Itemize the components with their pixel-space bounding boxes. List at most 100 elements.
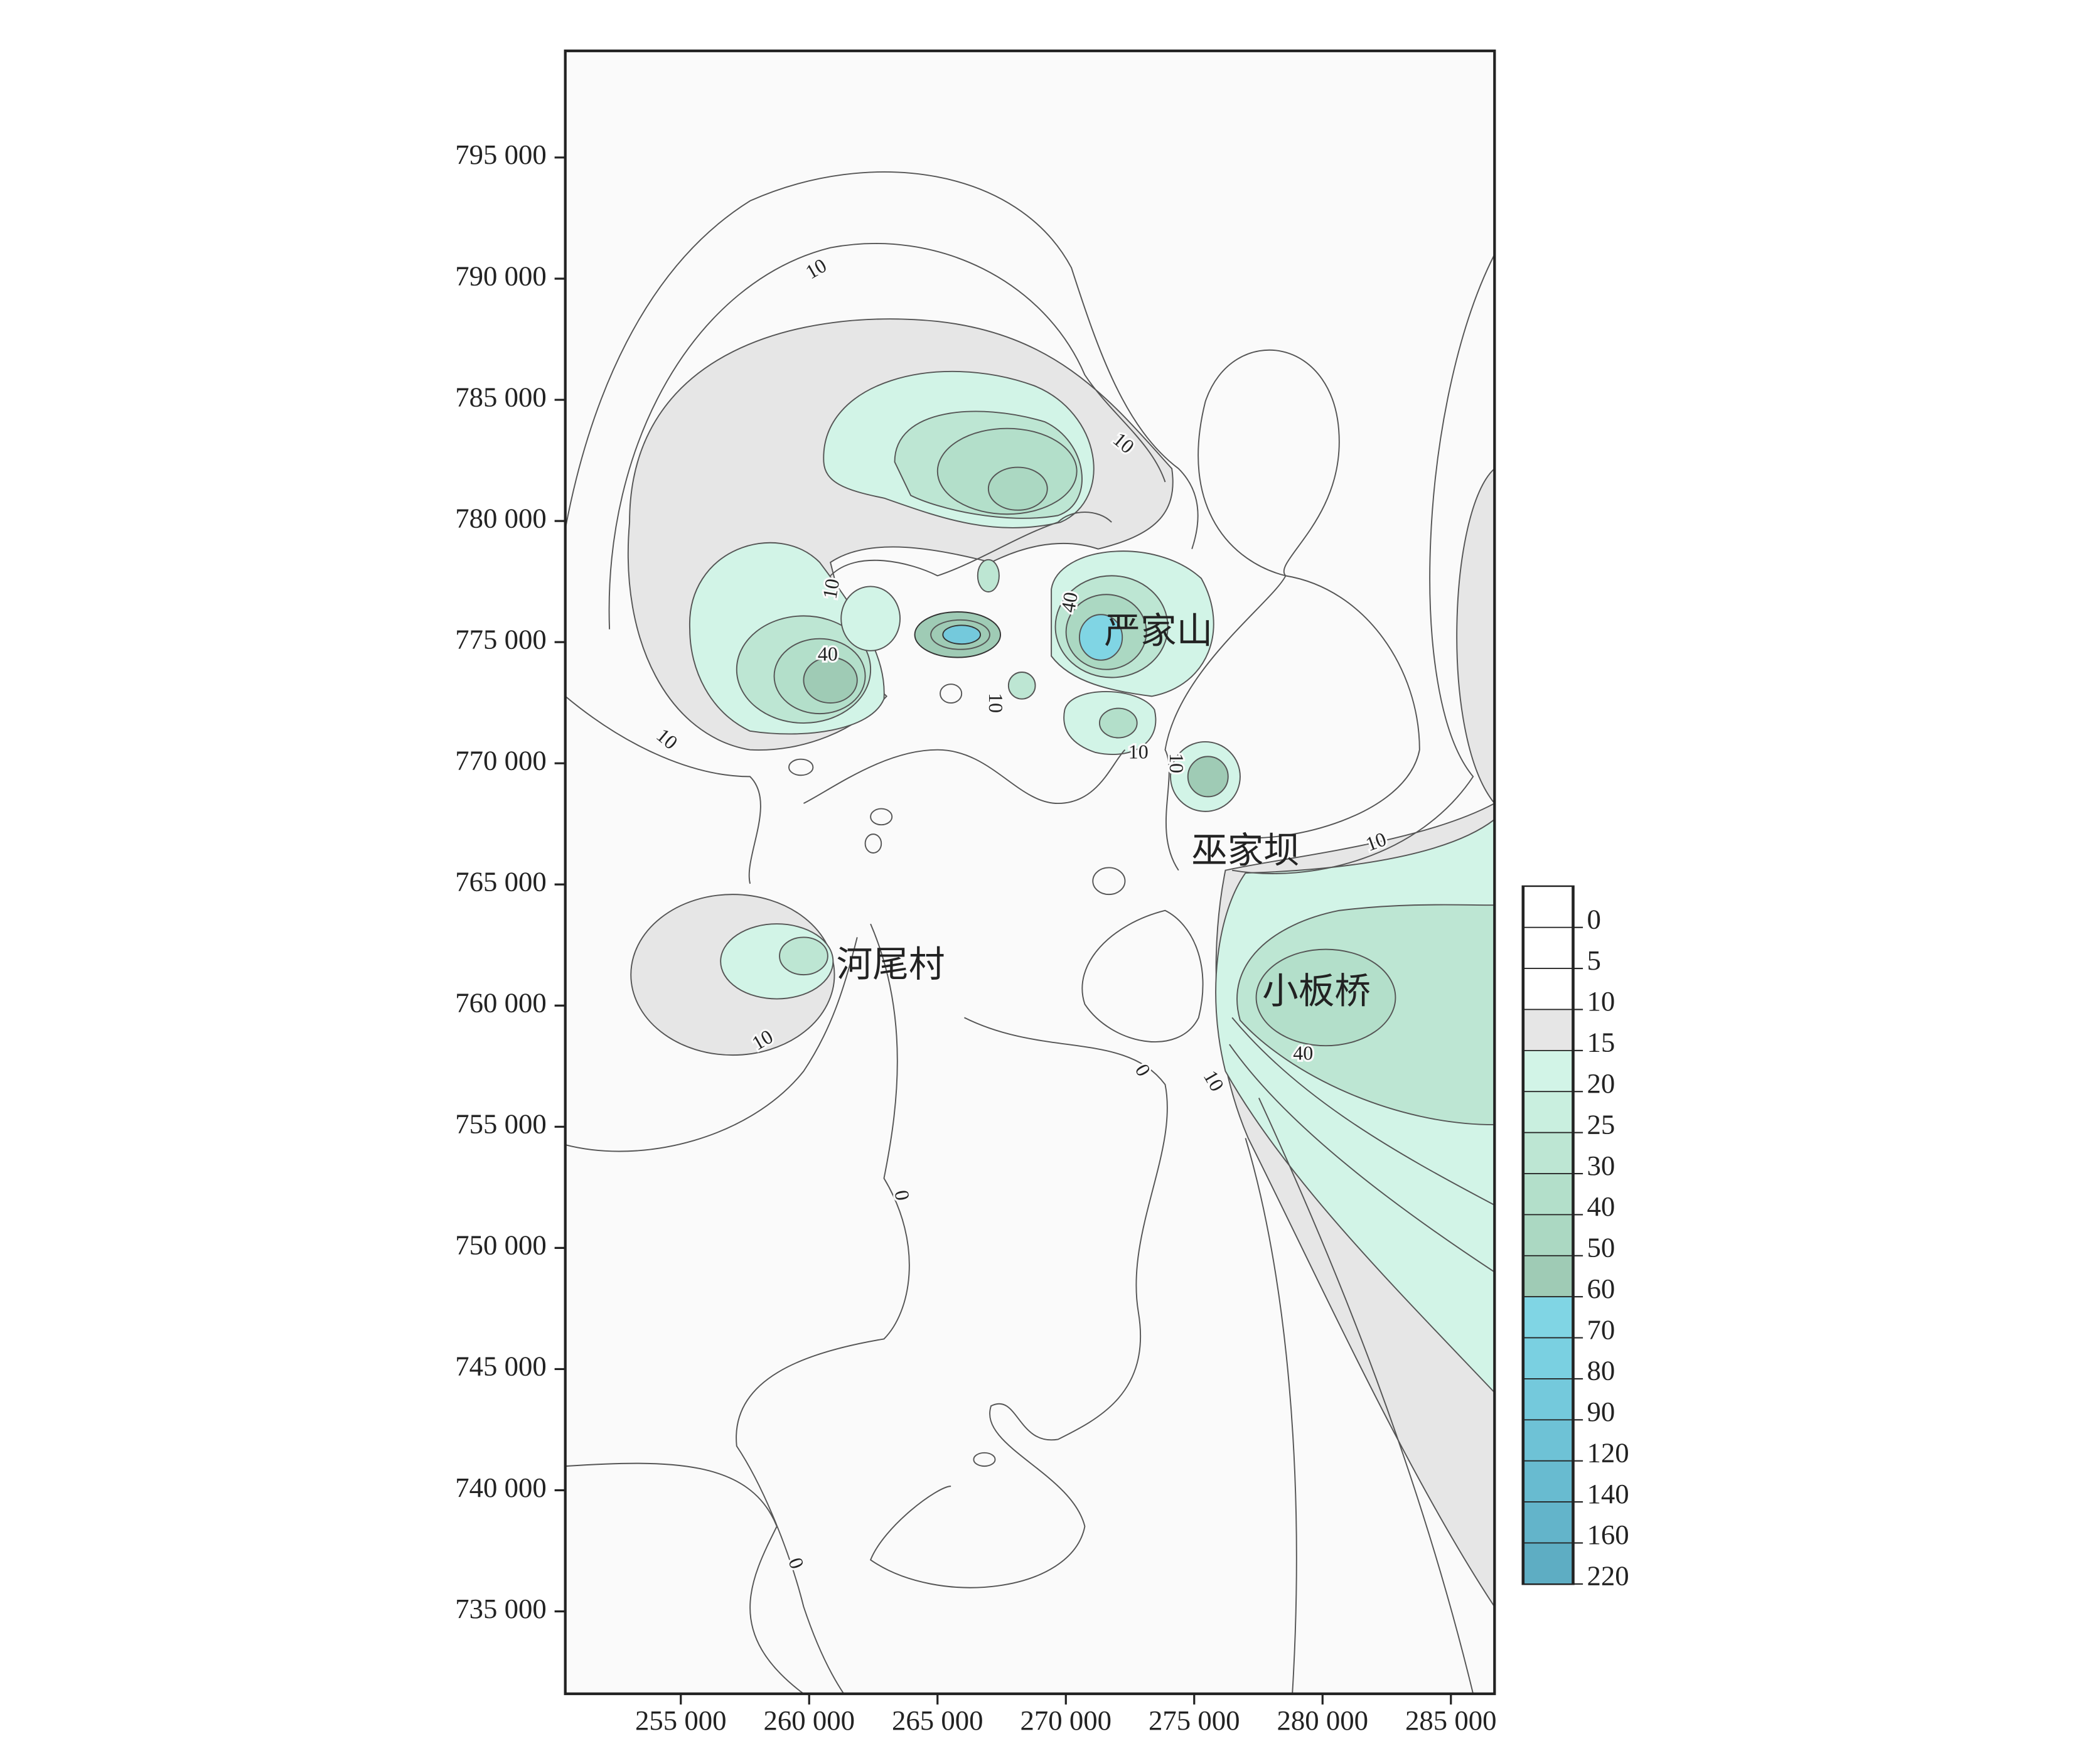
legend-label: 10	[1587, 985, 1615, 1017]
y-tick-label: 770 000	[455, 744, 547, 776]
legend-label: 5	[1587, 945, 1601, 976]
region-60	[803, 656, 858, 704]
legend-swatch	[1523, 1050, 1573, 1093]
y-tick-label: 765 000	[455, 866, 547, 897]
contour-line	[1081, 909, 1204, 1043]
contour-line	[1229, 1044, 1495, 1273]
contour-line	[1231, 254, 1495, 874]
contour-label: 10	[1128, 740, 1149, 763]
region-90	[942, 624, 982, 645]
contour-label: 40	[818, 643, 838, 665]
y-tick-label: 780 000	[455, 502, 547, 533]
region-20	[840, 586, 901, 651]
place-name: 严家山	[1104, 610, 1213, 652]
legend-swatch	[1523, 926, 1573, 969]
y-tick-label: 740 000	[455, 1472, 547, 1503]
contour-line	[869, 1017, 1168, 1588]
legend-label: 160	[1587, 1519, 1629, 1550]
region-30	[779, 936, 828, 976]
y-tick-label: 745 000	[455, 1351, 547, 1382]
contour-line	[864, 833, 882, 854]
contour-line	[803, 749, 1126, 805]
legend-label: 140	[1587, 1478, 1629, 1509]
generated: 795 000 790 000 785 000 780 000 775 000 770 0…	[455, 139, 1629, 1736]
legend-swatch	[1523, 1255, 1573, 1298]
contour-label: 10	[985, 693, 1007, 713]
contour-line	[565, 171, 1199, 550]
legend-swatch	[1523, 1460, 1573, 1502]
x-tick-label: 285 000	[1405, 1705, 1497, 1736]
x-tick-label: 270 000	[1020, 1705, 1112, 1736]
y-tick-label: 785 000	[455, 381, 547, 412]
legend-swatch	[1523, 1542, 1573, 1585]
map-frame	[564, 49, 1496, 1695]
legend-label: 80	[1587, 1355, 1615, 1386]
region-70	[1078, 614, 1123, 661]
contour-line	[565, 1462, 805, 1694]
contour-line	[565, 937, 858, 1152]
x-tick-label: 265 000	[892, 1705, 983, 1736]
contour-line	[930, 619, 990, 650]
legend-label: 50	[1587, 1232, 1615, 1263]
contour-line	[1258, 1098, 1474, 1694]
y-tick-label: 755 000	[455, 1108, 547, 1140]
contour-line	[870, 808, 893, 826]
contour-map	[565, 51, 1495, 1694]
region-50	[987, 466, 1048, 511]
y-tick-label: 790 000	[455, 260, 547, 291]
region-60	[1187, 756, 1229, 798]
place-name: 巫家坝	[1191, 830, 1300, 872]
legend-swatch	[1523, 1337, 1573, 1379]
legend-swatch	[1523, 1378, 1573, 1421]
x-tick-label: 260 000	[763, 1705, 855, 1736]
contour-line	[736, 923, 910, 1694]
y-tick-label: 750 000	[455, 1229, 547, 1261]
legend-label: 90	[1587, 1396, 1615, 1427]
legend-swatch	[1523, 968, 1573, 1010]
legend-label: 20	[1587, 1068, 1615, 1099]
legend-swatch	[1523, 1132, 1573, 1174]
legend-swatch	[1523, 1009, 1573, 1051]
legend-swatch	[1523, 1173, 1573, 1216]
legend-swatch	[1523, 886, 1573, 928]
legend-label: 60	[1587, 1273, 1615, 1304]
contour-label: 40	[1293, 1041, 1313, 1064]
legend-label: 220	[1587, 1560, 1629, 1592]
region-30	[1007, 672, 1036, 700]
contour-label: 10	[1165, 753, 1188, 773]
legend-swatch	[1523, 1296, 1573, 1339]
y-tick-label: 775 000	[455, 623, 547, 655]
region-10-15	[1456, 468, 1495, 805]
region-40	[1098, 707, 1138, 739]
x-tick-label: 255 000	[635, 1705, 727, 1736]
contour-line	[940, 683, 963, 704]
place-name: 小板桥	[1262, 970, 1371, 1012]
legend-label: 70	[1587, 1314, 1615, 1345]
contour-line	[565, 695, 761, 884]
legend-swatch	[1523, 1091, 1573, 1133]
contour-line	[830, 511, 1112, 577]
contour-line	[1245, 1138, 1297, 1694]
legend-label: 30	[1587, 1150, 1615, 1181]
region-40	[1255, 948, 1396, 1047]
legend-label: 25	[1587, 1108, 1615, 1140]
contour-label: 10	[818, 577, 844, 601]
legend-label: 120	[1587, 1437, 1629, 1468]
legend-label: 40	[1587, 1191, 1615, 1222]
contour-line	[973, 1452, 996, 1467]
y-tick-label: 735 000	[455, 1593, 547, 1624]
contour-label: 40	[1056, 591, 1082, 614]
x-tick-label: 275 000	[1149, 1705, 1240, 1736]
y-tick-label: 795 000	[455, 139, 547, 170]
legend-swatch	[1523, 1419, 1573, 1462]
legend-swatch	[1523, 1501, 1573, 1544]
y-tick-label: 760 000	[455, 987, 547, 1019]
legend-label: 0	[1587, 903, 1601, 935]
contour-line	[1092, 867, 1126, 896]
contour-line	[1231, 1017, 1495, 1206]
place-name: 河尾村	[837, 943, 945, 985]
legend-swatch	[1523, 1214, 1573, 1256]
contour-line	[1164, 349, 1420, 871]
contour-line	[608, 243, 1166, 629]
